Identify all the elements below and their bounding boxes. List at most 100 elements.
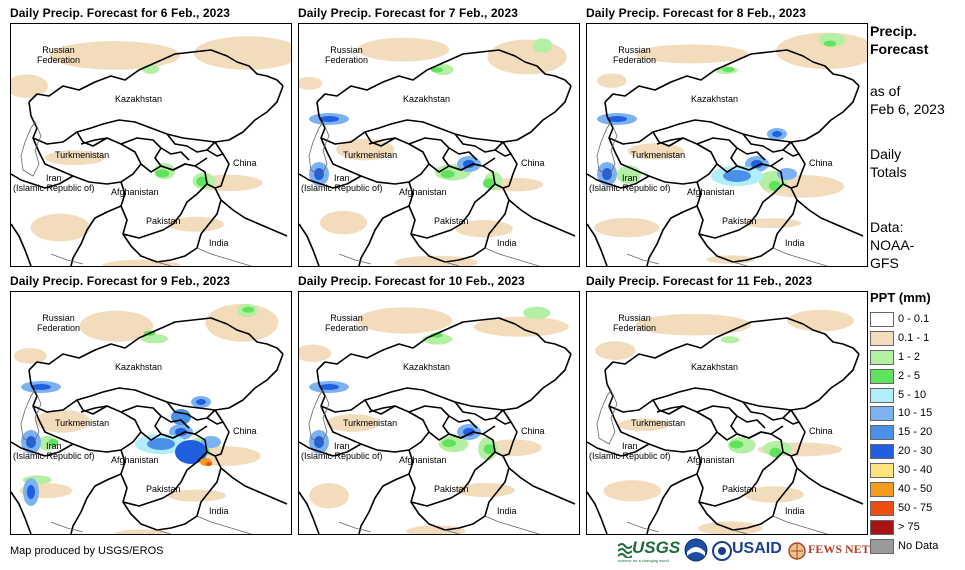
panel-title: Daily Precip. Forecast for 9 Feb., 2023 bbox=[10, 274, 230, 288]
precip-area bbox=[698, 521, 763, 534]
precip-area bbox=[595, 341, 636, 360]
coast-india bbox=[156, 515, 252, 534]
legend-label: 10 - 15 bbox=[898, 407, 933, 420]
forecast-map-panel: Daily Precip. Forecast for 6 Feb., 2023 bbox=[10, 6, 292, 267]
label-china: China bbox=[233, 426, 257, 436]
precip-area bbox=[167, 216, 225, 232]
precip-area bbox=[147, 438, 175, 450]
precip-area bbox=[26, 436, 36, 448]
border-afghanistan bbox=[696, 431, 784, 507]
precip-area bbox=[455, 220, 513, 238]
noaa-icon bbox=[684, 538, 708, 562]
label-pakistan: Pakistan bbox=[722, 216, 757, 226]
panel-title: Daily Precip. Forecast for 7 Feb., 2023 bbox=[298, 6, 518, 20]
label-afghanistan: Afghanistan bbox=[111, 187, 159, 197]
precip-area bbox=[242, 306, 255, 313]
precip-area bbox=[206, 462, 212, 466]
label-pakistan: Pakistan bbox=[146, 216, 181, 226]
side-daily-line1: Daily bbox=[870, 146, 902, 162]
precip-area bbox=[193, 36, 291, 70]
precip-area bbox=[603, 480, 662, 502]
precip-layer bbox=[595, 309, 854, 534]
side-data-line3: GFS bbox=[870, 255, 899, 271]
label-afghanistan: Afghanistan bbox=[399, 187, 447, 197]
precip-area bbox=[35, 409, 90, 433]
usgs-logo: USGS science for a changing world bbox=[618, 538, 680, 566]
legend-swatch bbox=[870, 387, 894, 403]
precip-area bbox=[769, 447, 782, 458]
border-iran bbox=[587, 173, 698, 266]
border-iran-west bbox=[587, 491, 608, 534]
border-iran-west bbox=[11, 491, 32, 534]
label-china: China bbox=[809, 158, 833, 168]
country-borders bbox=[587, 317, 864, 534]
forecast-map-panel: Daily Precip. Forecast for 10 Feb., 2023 bbox=[298, 274, 580, 535]
usgs-wave-icon bbox=[618, 543, 632, 558]
precip-area bbox=[49, 41, 181, 70]
map-svg bbox=[11, 303, 288, 534]
border-iran-west bbox=[299, 223, 320, 266]
panel-title: Daily Precip. Forecast for 11 Feb., 2023 bbox=[586, 274, 813, 288]
coast-india bbox=[156, 247, 252, 266]
legend-label: 50 - 75 bbox=[898, 501, 933, 514]
precip-area bbox=[722, 66, 735, 72]
country-borders bbox=[11, 49, 288, 266]
map-frame: Russian Federation Kazakhstan Turkmenista… bbox=[586, 291, 868, 535]
precip-area bbox=[463, 160, 475, 168]
label-turkmenistan: Turkmenistan bbox=[343, 150, 398, 160]
coast-india bbox=[732, 247, 828, 266]
border-iran bbox=[11, 173, 122, 266]
fewsnet-logo: FEWS NET bbox=[788, 538, 870, 566]
side-daily-line2: Totals bbox=[870, 164, 907, 180]
precip-area bbox=[11, 74, 48, 98]
coast-gulf bbox=[626, 253, 660, 265]
precip-area bbox=[635, 313, 752, 336]
label-afghanistan: Afghanistan bbox=[687, 455, 735, 465]
label-afghanistan: Afghanistan bbox=[111, 455, 159, 465]
label-turkmenistan: Turkmenistan bbox=[631, 418, 686, 428]
map-frame: Russian Federation Kazakhstan Turkmenista… bbox=[10, 291, 292, 535]
legend-label: 15 - 20 bbox=[898, 426, 933, 439]
usaid-logo-text: USAID bbox=[732, 540, 782, 557]
precip-area bbox=[532, 38, 553, 53]
border-russia-kazakhstan bbox=[28, 317, 284, 371]
label-china: China bbox=[521, 158, 545, 168]
legend-swatch bbox=[870, 444, 894, 460]
legend-swatch bbox=[870, 406, 894, 422]
legend-label: > 75 bbox=[898, 520, 920, 533]
legend-swatch bbox=[870, 463, 894, 479]
precip-area bbox=[751, 160, 763, 168]
precip-area bbox=[114, 529, 168, 534]
border-afghanistan bbox=[408, 163, 496, 239]
legend-swatch bbox=[870, 482, 894, 498]
precip-area bbox=[484, 439, 542, 457]
map-frame: Russian Federation Kazakhstan Turkmenista… bbox=[298, 291, 580, 535]
border-iran bbox=[587, 441, 698, 534]
legend-label: 30 - 40 bbox=[898, 464, 933, 477]
coast-caspian bbox=[20, 389, 42, 445]
legend-swatch bbox=[870, 425, 894, 441]
legend-label: 1 - 2 bbox=[898, 350, 921, 363]
label-turkmenistan: Turkmenistan bbox=[343, 418, 398, 428]
precip-area bbox=[777, 168, 797, 180]
map-svg bbox=[299, 306, 576, 534]
label-afghanistan: Afghanistan bbox=[687, 187, 735, 197]
coast-gulf bbox=[50, 521, 84, 533]
coastlines bbox=[596, 121, 828, 266]
panel-title: Daily Precip. Forecast for 10 Feb., 2023 bbox=[298, 274, 525, 288]
precip-area bbox=[487, 39, 567, 75]
side-daily: Daily Totals bbox=[870, 145, 907, 181]
map-svg bbox=[11, 36, 291, 266]
precip-layer bbox=[299, 306, 569, 534]
border-iran bbox=[299, 173, 410, 266]
label-china: China bbox=[521, 426, 545, 436]
legend-label: 2 - 5 bbox=[898, 369, 921, 382]
precip-area bbox=[27, 485, 35, 499]
border-iran-west bbox=[587, 223, 608, 266]
legend-label: 40 - 50 bbox=[898, 483, 933, 496]
side-asof-line1: as of bbox=[870, 83, 901, 99]
label-india: India bbox=[209, 506, 229, 516]
precip-area bbox=[142, 64, 160, 74]
coastlines bbox=[308, 389, 540, 534]
precip-area bbox=[205, 303, 279, 342]
